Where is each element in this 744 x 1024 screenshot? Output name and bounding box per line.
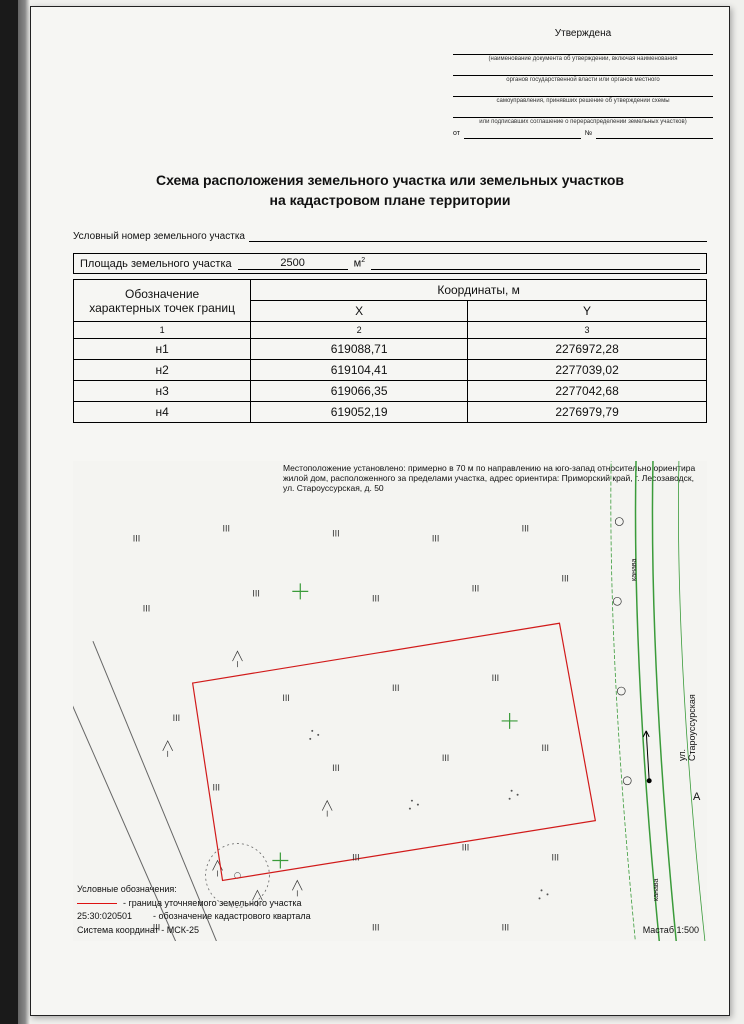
svg-text:III: III <box>462 843 469 853</box>
col-num-1: 1 <box>74 322 251 339</box>
area-value: 2500 <box>238 257 348 270</box>
svg-text:III: III <box>492 673 499 683</box>
number-label: № <box>585 129 593 139</box>
ditch-label-2: канава <box>653 879 660 901</box>
approval-caption-4: или подписавших соглашение о перераспред… <box>453 119 713 125</box>
svg-text:III: III <box>372 922 379 932</box>
approval-caption-3: самоуправления, принявших решение об утв… <box>453 98 713 104</box>
approval-block: Утверждена (наименование документа об ут… <box>453 27 713 139</box>
ditch-label-1: канава <box>631 559 638 581</box>
svg-text:III: III <box>561 573 568 583</box>
approval-caption-1: (наименование документа об утверждении, … <box>453 56 713 62</box>
svg-text:III: III <box>332 529 339 539</box>
document-page: Утверждена (наименование документа об ут… <box>30 6 730 1016</box>
svg-text:III: III <box>133 534 140 544</box>
svg-text:III: III <box>432 534 439 544</box>
cadastral-diagram: Местоположение установлено: примерно в 7… <box>73 461 707 941</box>
svg-text:III: III <box>223 524 230 534</box>
svg-text:III: III <box>392 683 399 693</box>
title-line-2: на кадастровом плане территории <box>61 191 719 211</box>
approval-caption-2: органов государственной власти или орган… <box>453 77 713 83</box>
legend-border-text: - граница уточняемого земельного участка <box>123 897 302 911</box>
th-x: X <box>251 301 468 322</box>
street-label: ул. Староуссурская <box>677 694 697 761</box>
approved-header: Утверждена <box>453 27 713 41</box>
conditional-number-label: Условный номер земельного участка <box>73 231 245 242</box>
approval-line <box>453 108 713 118</box>
area-unit: м2 <box>354 257 365 270</box>
date-field <box>464 130 581 139</box>
svg-text:III: III <box>522 524 529 534</box>
document-title: Схема расположения земельного участка ил… <box>61 171 719 210</box>
svg-text:III: III <box>282 693 289 703</box>
legend-title: Условные обозначения: <box>77 883 311 897</box>
col-num-2: 2 <box>251 322 468 339</box>
plan-svg: III III III III III III III III III III III III… <box>73 461 707 941</box>
svg-text:III: III <box>551 852 558 862</box>
legend-red-line <box>77 903 117 904</box>
title-line-1: Схема расположения земельного участка ил… <box>61 171 719 191</box>
svg-text:III: III <box>542 743 549 753</box>
area-row: Площадь земельного участка 2500 м2 <box>73 253 707 274</box>
legend-kv-number: 25:30:020501 <box>77 910 147 924</box>
approval-line <box>453 87 713 97</box>
parcel-boundary <box>193 623 596 880</box>
approval-line <box>453 66 713 76</box>
approval-line <box>453 45 713 55</box>
table-row: н4619052,192276979,79 <box>74 402 707 423</box>
coordinates-table: Обозначение характерных точек границ Коо… <box>73 279 707 423</box>
conditional-number-field <box>249 231 707 242</box>
legend: Условные обозначения: - граница уточняем… <box>77 883 311 937</box>
svg-text:III: III <box>472 583 479 593</box>
svg-text:III: III <box>442 753 449 763</box>
col-num-3: 3 <box>468 322 707 339</box>
svg-text:III: III <box>372 593 379 603</box>
coord-system: Система координат - МСК-25 <box>77 924 311 938</box>
th-point: Обозначение характерных точек границ <box>74 280 251 322</box>
table-row: н3619066,352277042,68 <box>74 381 707 402</box>
svg-text:III: III <box>502 922 509 932</box>
number-field <box>596 130 713 139</box>
scale-label: Мастаб 1:500 <box>643 925 699 935</box>
from-label: от <box>453 129 460 139</box>
th-coords: Координаты, м <box>251 280 707 301</box>
svg-text:III: III <box>143 603 150 613</box>
svg-text:III: III <box>173 713 180 723</box>
area-trailing-line <box>371 259 700 270</box>
svg-text:III: III <box>332 763 339 773</box>
svg-text:III: III <box>252 588 259 598</box>
table-row: н2619104,412277039,02 <box>74 360 707 381</box>
svg-text:III: III <box>213 783 220 793</box>
svg-text:III: III <box>352 852 359 862</box>
legend-kv-text: - обозначение кадастрового квартала <box>153 910 311 924</box>
conditional-number-row: Условный номер земельного участка <box>73 231 707 242</box>
area-label: Площадь земельного участка <box>80 258 232 270</box>
table-row: н1619088,712276972,28 <box>74 339 707 360</box>
section-a-label: А <box>693 791 700 803</box>
th-y: Y <box>468 301 707 322</box>
